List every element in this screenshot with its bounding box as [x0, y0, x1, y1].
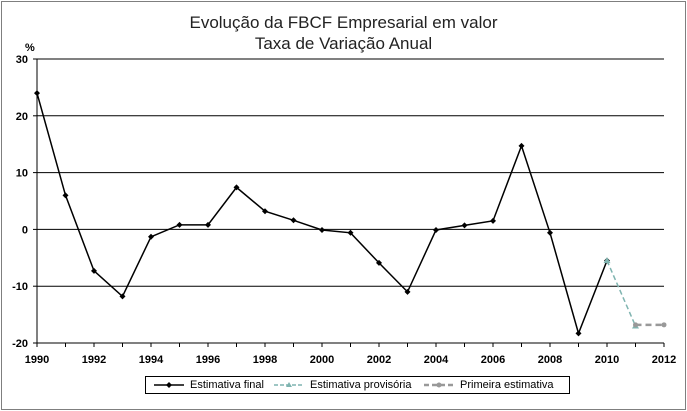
x-tick-label: 2006	[481, 354, 505, 366]
y-axis-unit: %	[25, 42, 35, 54]
y-tick-label: 20	[16, 111, 28, 123]
x-tick-label: 1998	[253, 354, 277, 366]
y-tick-label: 10	[16, 168, 28, 180]
x-tick-label: 2002	[367, 354, 391, 366]
y-tick-label: 30	[16, 54, 28, 66]
data-point	[404, 288, 411, 295]
data-point	[603, 257, 611, 264]
x-tick-label: 2008	[538, 354, 562, 366]
data-point	[633, 322, 638, 328]
legend-swatch-estimativa-provisoria	[274, 382, 304, 387]
data-point	[91, 267, 97, 274]
data-point	[376, 259, 382, 266]
legend-label: Primeira estimativa	[460, 379, 554, 391]
data-point	[233, 184, 240, 191]
legend-label: Estimativa final	[190, 379, 264, 391]
data-point	[62, 192, 69, 199]
data-point	[119, 293, 126, 300]
data-point	[290, 217, 297, 224]
chart-subtitle: Taxa de Variação Anual	[254, 34, 433, 53]
data-point	[490, 217, 496, 224]
x-tick-label: 2012	[652, 354, 676, 366]
data-point	[148, 233, 154, 240]
data-point	[575, 330, 582, 337]
data-point	[319, 226, 325, 233]
x-tick-label: 1994	[139, 354, 164, 366]
legend-swatch-primeira-estimativa	[424, 382, 454, 388]
data-point	[176, 221, 183, 228]
data-point	[347, 229, 354, 236]
x-tick-label: 1996	[196, 354, 220, 366]
data-point	[34, 90, 40, 97]
data-point	[433, 226, 439, 233]
series-line-2	[606, 260, 637, 327]
chart-title: Evolução da FBCF Empresarial em valor	[189, 13, 498, 32]
chart-legend: Estimativa final Estimativa provisória P…	[145, 376, 570, 394]
data-point	[547, 229, 553, 236]
data-point	[661, 322, 667, 328]
data-point	[518, 142, 525, 149]
legend-swatch-estimativa-final	[154, 382, 184, 388]
x-tick-label: 1990	[25, 354, 49, 366]
x-tick-label: 1992	[82, 354, 106, 366]
legend-label: Estimativa provisória	[310, 379, 412, 391]
x-tick-label: 2000	[310, 354, 334, 366]
data-point	[461, 222, 468, 229]
y-tick-label: -20	[12, 338, 28, 350]
data-point	[262, 208, 268, 215]
y-tick-label: 0	[22, 224, 28, 236]
x-tick-label: 2010	[595, 354, 619, 366]
y-tick-label: -10	[12, 281, 28, 293]
x-tick-label: 2004	[424, 354, 449, 366]
data-point	[205, 221, 211, 228]
